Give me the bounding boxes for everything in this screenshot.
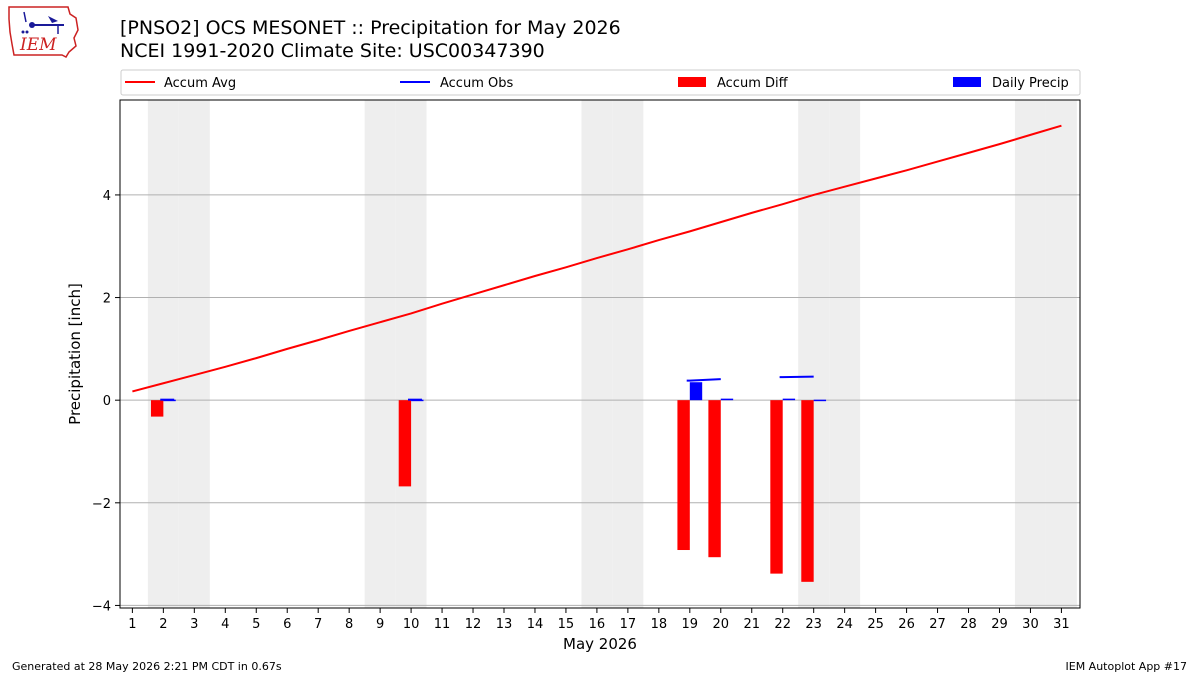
y-tick-label: 4 [103, 189, 111, 204]
daily-precip-bar [689, 382, 703, 401]
weekend-shade [829, 100, 861, 608]
x-tick-label: 24 [836, 617, 853, 632]
legend-box [120, 69, 1081, 96]
weekend-shade [612, 100, 644, 608]
y-tick-label: −4 [92, 599, 111, 614]
x-tick-label: 2 [159, 617, 167, 632]
legend-label: Daily Precip [992, 76, 1069, 91]
x-tick-label: 30 [1022, 617, 1039, 632]
accum-diff-bar [150, 400, 164, 417]
legend-label: Accum Obs [440, 76, 513, 91]
x-tick-label: 5 [252, 617, 260, 632]
y-tick-label: −2 [92, 497, 111, 512]
legend-label: Accum Diff [717, 76, 789, 91]
chart-title: [PNSO2] OCS MESONET :: Precipitation for… [120, 17, 621, 39]
legend-label: Accum Avg [164, 76, 236, 91]
footer-generated: Generated at 28 May 2026 2:21 PM CDT in … [12, 660, 282, 673]
x-tick-label: 22 [774, 617, 791, 632]
logo-text: IEM [19, 35, 57, 55]
x-tick-label: 1 [128, 617, 136, 632]
iem-logo-icon: IEM [8, 6, 79, 58]
x-tick-label: 21 [743, 617, 760, 632]
accum-obs-line [686, 378, 721, 382]
x-tick-label: 31 [1053, 617, 1070, 632]
x-tick-label: 29 [991, 617, 1008, 632]
weekend-shade [147, 100, 179, 608]
accum-diff-bar [398, 400, 412, 487]
x-tick-label: 12 [465, 617, 482, 632]
x-tick-label: 20 [713, 617, 730, 632]
footer-app-id: IEM Autoplot App #17 [1065, 660, 1188, 673]
x-tick-label: 23 [805, 617, 822, 632]
weekend-shade [1014, 100, 1046, 608]
x-tick-label: 10 [403, 617, 420, 632]
x-axis-label: May 2026 [563, 635, 637, 653]
legend-daily-swatch [953, 77, 981, 87]
accum-diff-bar [801, 400, 814, 582]
daily-precip-bar [720, 398, 734, 401]
weekend-shade [1045, 100, 1077, 608]
x-tick-label: 18 [651, 617, 668, 632]
weekend-shade [581, 100, 613, 608]
plot-frame [119, 99, 1081, 609]
x-tick-label: 28 [960, 617, 977, 632]
chart-subtitle: NCEI 1991-2020 Climate Site: USC00347390 [120, 40, 545, 62]
accum-diff-bar [708, 400, 721, 558]
x-tick-label: 11 [434, 617, 451, 632]
accum-avg-line [132, 124, 1062, 393]
x-tick-label: 9 [376, 617, 384, 632]
x-tick-label: 6 [283, 617, 291, 632]
x-tick-label: 25 [867, 617, 884, 632]
daily-precip-bar [813, 399, 827, 402]
x-tick-label: 14 [527, 617, 544, 632]
x-tick-label: 4 [221, 617, 229, 632]
x-tick-label: 27 [929, 617, 946, 632]
accum-diff-bar [770, 400, 783, 574]
accum-diff-bar [677, 400, 690, 551]
x-tick-label: 13 [496, 617, 513, 632]
weekend-shade [395, 100, 427, 608]
legend-diff-swatch [678, 77, 706, 87]
y-axis-label: Precipitation [inch] [66, 283, 84, 425]
weekend-shade [364, 100, 396, 608]
x-tick-label: 15 [558, 617, 575, 632]
x-tick-label: 26 [898, 617, 915, 632]
y-tick-label: 0 [103, 394, 111, 409]
weekend-shade [178, 100, 210, 608]
x-tick-label: 8 [345, 617, 353, 632]
daily-precip-bar [782, 398, 796, 401]
accum-obs-line [779, 375, 814, 379]
x-tick-label: 17 [620, 617, 637, 632]
x-tick-label: 16 [589, 617, 606, 632]
x-tick-label: 3 [190, 617, 198, 632]
y-tick-label: 2 [103, 292, 111, 307]
x-tick-label: 7 [314, 617, 322, 632]
x-tick-label: 19 [682, 617, 699, 632]
